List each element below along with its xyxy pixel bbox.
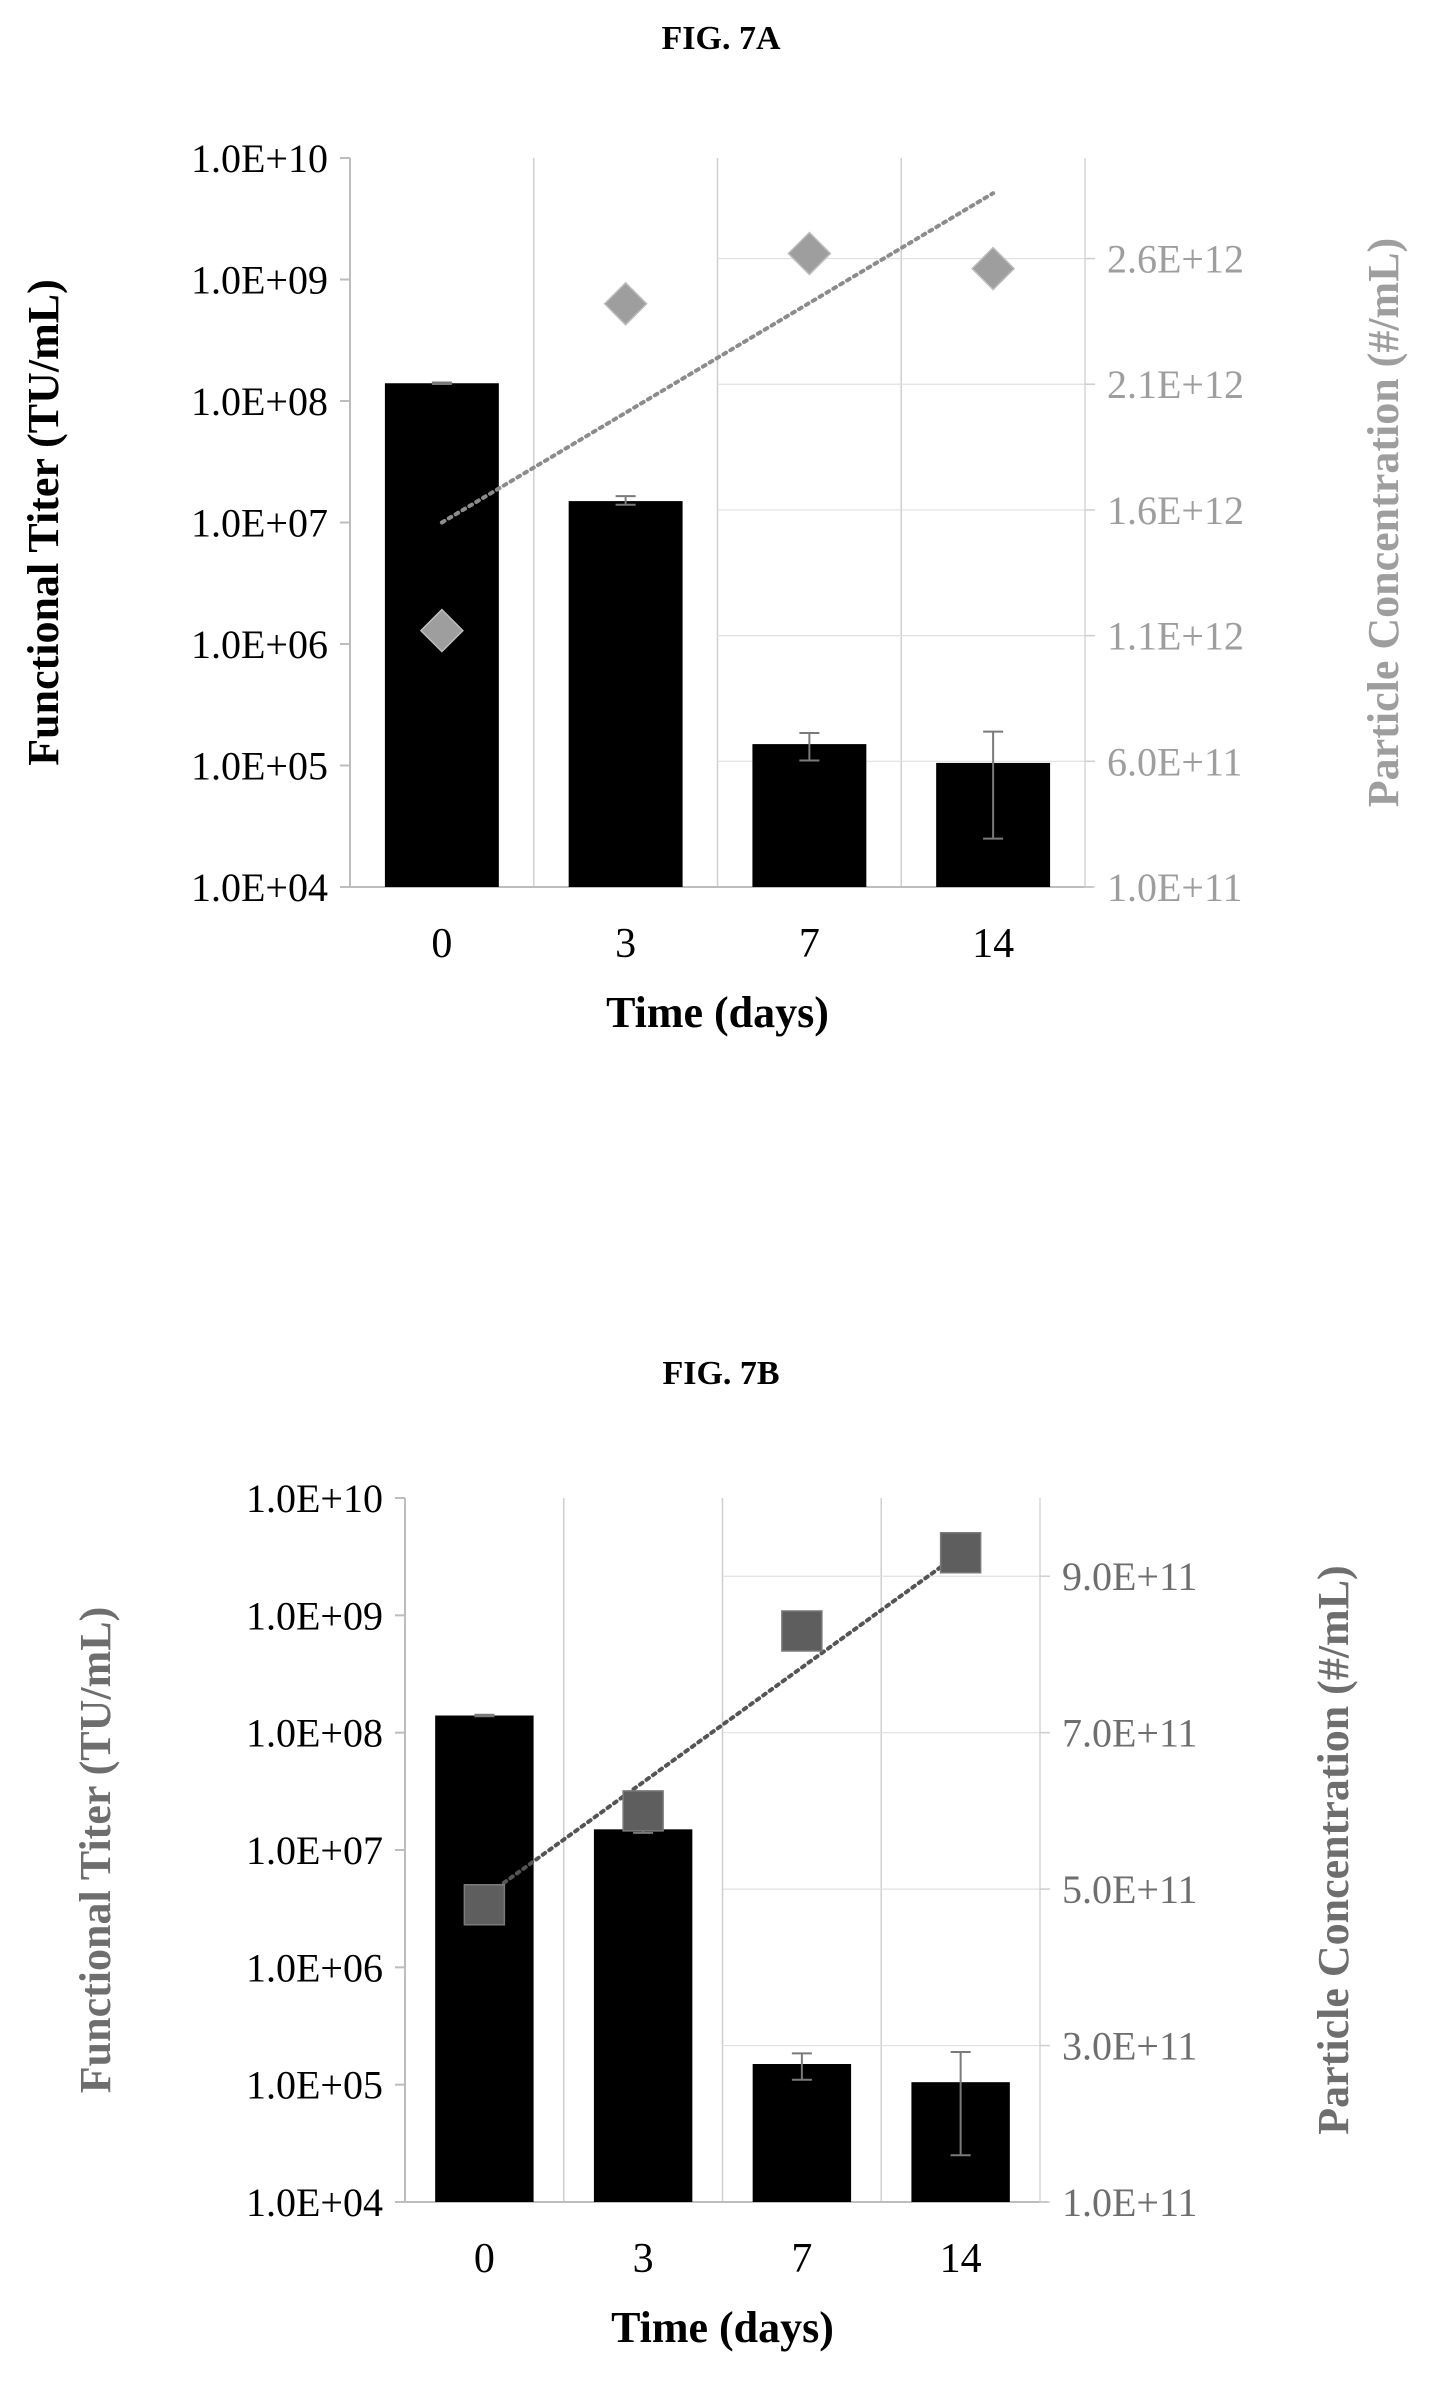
bar	[435, 1715, 534, 2202]
marker-square	[781, 1610, 823, 1652]
x-axis-title: Time (days)	[606, 988, 829, 1037]
y-tick-label: 1.0E+07	[246, 1828, 383, 1873]
y2-axis-title: Particle Concentration (#/mL)	[1359, 238, 1408, 807]
y-axis-title: Functional Titer (TU/mL)	[19, 279, 68, 765]
error-bar	[799, 732, 820, 762]
x-axis-title: Time (days)	[611, 2303, 834, 2352]
figure-title: FIG. 7B	[662, 1355, 780, 1392]
figure-7a: FIG. 7A 1.0E+04 1.0E+05 1.0E+06 1.0E+07 1.0E…	[0, 0, 1442, 1160]
y-tick-label: 1.0E+06	[246, 1945, 383, 1990]
figure-7b: FIG. 7B 1.0E+04 1.0E+05 1.0E+06 1.0E+07 1.0E…	[0, 1330, 1442, 2407]
y2-tick-label: 1.6E+12	[1107, 488, 1244, 533]
y-tick-label: 1.0E+09	[246, 1593, 383, 1638]
y2-tick-label: 2.1E+12	[1107, 362, 1244, 407]
y-tick-label: 1.0E+05	[246, 2063, 383, 2108]
marker-square	[939, 1532, 982, 1574]
y2-axis-title: Particle Concentration (#/mL)	[1309, 1565, 1358, 2134]
bar	[568, 501, 683, 887]
error-bar	[983, 730, 1004, 840]
x-tick-label: 0	[474, 2236, 495, 2282]
bar	[752, 744, 867, 887]
y2-tick-label: 9.0E+11	[1062, 1554, 1198, 1599]
trendline	[482, 1550, 963, 1899]
y2-tick-label: 3.0E+11	[1062, 2024, 1198, 2069]
marker-diamond	[971, 246, 1016, 291]
x-tick-label: 7	[799, 921, 820, 967]
x-tick-label: 0	[431, 921, 452, 967]
y-tick-label: 1.0E+07	[191, 501, 328, 546]
marker-square	[463, 1884, 506, 1926]
bar	[593, 1829, 693, 2202]
y-tick-label: 1.0E+05	[191, 744, 328, 789]
bar	[752, 2064, 852, 2202]
y2-tick-label: 7.0E+11	[1062, 1711, 1198, 1756]
error-bar	[615, 495, 636, 506]
error-bar	[431, 381, 452, 386]
marker-diamond	[419, 608, 464, 653]
y2-tick-label: 1.1E+12	[1107, 614, 1244, 659]
y-tick-label: 1.0E+10	[246, 1476, 383, 1521]
chart-7a: 1.0E+04 1.0E+05 1.0E+06 1.0E+07 1.0E+08 1.0E+…	[19, 136, 1408, 1037]
y2-tick-label: 2.6E+12	[1107, 237, 1244, 282]
x-tick-label: 3	[615, 921, 636, 967]
y-tick-label: 1.0E+04	[246, 2180, 383, 2225]
y-tick-label: 1.0E+09	[191, 258, 328, 303]
x-tick-label: 7	[791, 2236, 812, 2282]
y-tick-label: 1.0E+06	[191, 622, 328, 667]
figure-title: FIG. 7A	[661, 20, 781, 57]
y-tick-label: 1.0E+08	[246, 1711, 383, 1756]
trendline	[439, 191, 996, 525]
y2-tick-label: 1.0E+11	[1107, 865, 1243, 910]
error-bar	[950, 2050, 971, 2157]
x-tick-label: 14	[940, 2236, 982, 2282]
x-tick-label: 3	[633, 2236, 654, 2282]
marker-diamond	[787, 231, 832, 276]
x-tick-label: 14	[972, 921, 1014, 967]
error-bar	[791, 2052, 812, 2081]
error-bar	[474, 1713, 495, 1718]
y-axis-title: Functional Titer (TU/mL)	[71, 1607, 120, 2093]
y-tick-label: 1.0E+10	[191, 136, 328, 181]
y-tick-label: 1.0E+08	[191, 379, 328, 424]
marker-diamond	[603, 281, 648, 326]
chart-7b: 1.0E+04 1.0E+05 1.0E+06 1.0E+07 1.0E+08 1.0E+…	[71, 1476, 1358, 2352]
y2-tick-label: 1.0E+11	[1062, 2180, 1198, 2225]
y2-tick-label: 5.0E+11	[1062, 1867, 1198, 1912]
marker-square	[622, 1790, 664, 1832]
y-tick-label: 1.0E+04	[191, 865, 328, 910]
y2-tick-label: 6.0E+11	[1107, 739, 1243, 784]
